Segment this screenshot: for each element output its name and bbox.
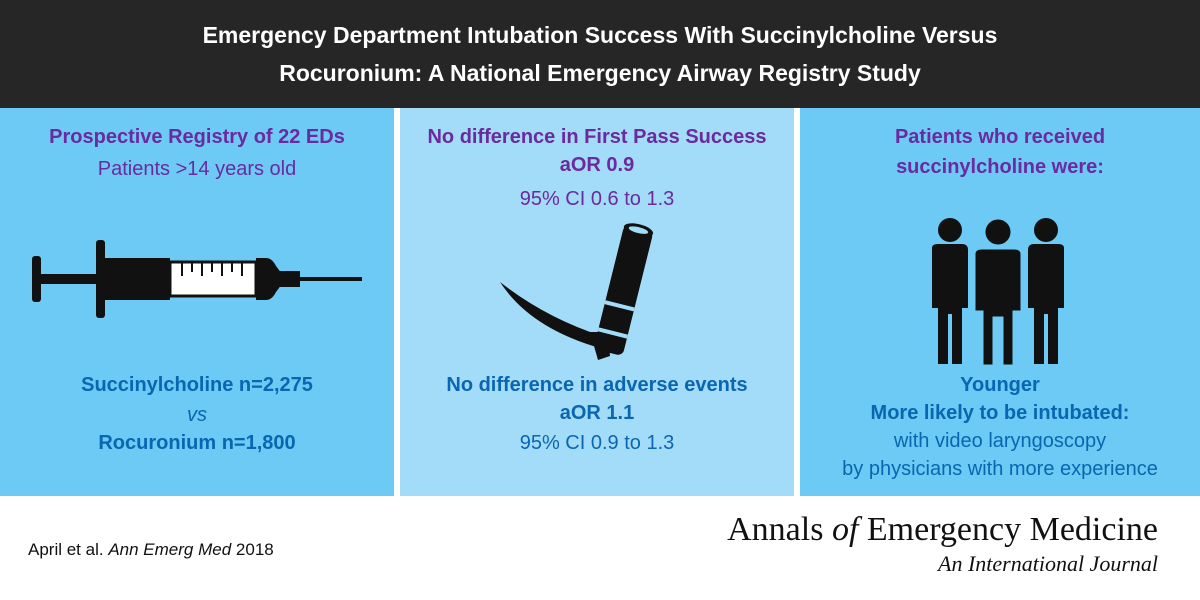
first-pass-ci: 95% CI 0.6 to 1.3 <box>519 188 675 210</box>
journal-subtitle: An International Journal <box>938 551 1158 576</box>
title-line-2: Rocuronium: A National Emergency Airway … <box>279 60 921 86</box>
panel-outcomes: No difference in First Pass Success aOR … <box>400 108 794 496</box>
people-group-icon <box>932 216 1064 368</box>
experience-result: by physicians with more experience <box>842 458 1158 480</box>
laryngoscope-icon <box>500 223 654 360</box>
succinylcholine-count: Succinylcholine n=2,275 <box>81 374 313 396</box>
patients-heading-line-2: succinylcholine were: <box>896 156 1104 178</box>
versus-label: vs <box>187 404 207 426</box>
first-pass-aor: aOR 0.9 <box>559 154 635 176</box>
panel-registry: Prospective Registry of 22 EDs Patients … <box>0 108 394 496</box>
intubated-result: More likely to be intubated: <box>870 402 1130 424</box>
title-banner: Emergency Department Intubation Success … <box>0 0 1200 108</box>
journal-logo: Annals of Emergency Medicine An Internat… <box>727 510 1158 578</box>
registry-subheading: Patients >14 years old <box>97 158 297 180</box>
footer: April et al. Ann Emerg Med 2018 Annals o… <box>0 496 1200 600</box>
rocuronium-count: Rocuronium n=1,800 <box>98 432 296 454</box>
citation-year: 2018 <box>235 540 274 559</box>
video-laryngoscopy-result: with video laryngoscopy <box>893 430 1107 452</box>
panel-patients: Patients who received succinylcholine we… <box>800 108 1200 496</box>
citation-journal: Ann Emerg Med <box>108 540 232 559</box>
journal-name: Annals of Emergency Medicine <box>727 511 1158 548</box>
citation: April et al. Ann Emerg Med 2018 <box>28 540 274 560</box>
title-line-1: Emergency Department Intubation Success … <box>202 22 998 48</box>
registry-heading: Prospective Registry of 22 EDs <box>49 126 345 148</box>
adverse-events-ci: 95% CI 0.9 to 1.3 <box>519 432 675 454</box>
younger-result: Younger <box>960 374 1040 396</box>
first-pass-heading: No difference in First Pass Success <box>427 126 767 148</box>
adverse-events-heading: No difference in adverse events <box>446 374 748 396</box>
adverse-events-aor: aOR 1.1 <box>559 402 635 424</box>
citation-authors: April et al. <box>28 540 104 559</box>
patients-heading-line-1: Patients who received <box>894 126 1106 148</box>
syringe-icon <box>32 240 362 318</box>
